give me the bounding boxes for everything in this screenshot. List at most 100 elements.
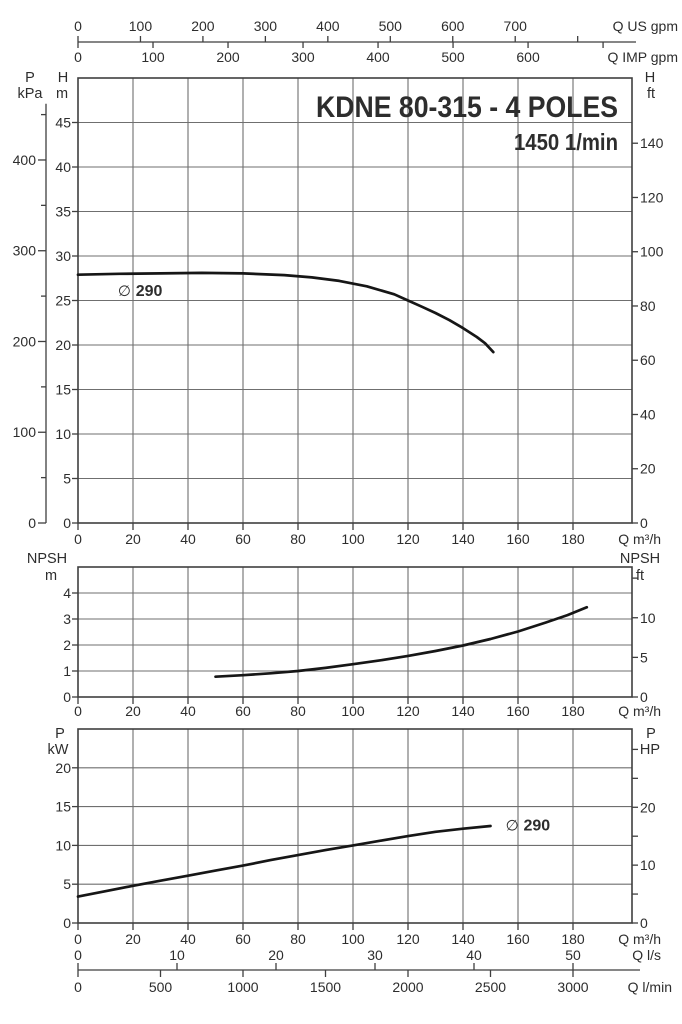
y-tick-label: 45 bbox=[55, 115, 71, 131]
y-tick-label: 15 bbox=[55, 799, 71, 815]
right-tick-label: 20 bbox=[640, 799, 656, 815]
y-tick-label: 40 bbox=[55, 159, 71, 175]
x-tick-label: 120 bbox=[396, 703, 420, 719]
flow-axis-unit: Q l/min bbox=[628, 979, 672, 995]
npsh-flow-chart: 0 20 40 60 80 100 120 140 160 180 Q m³/h01234NPSHm… bbox=[27, 551, 661, 719]
y-tick-label: 5 bbox=[63, 876, 71, 892]
x-tick-label: 40 bbox=[180, 703, 196, 719]
x-tick-label: 180 bbox=[561, 531, 585, 547]
y-tick-label: 2 bbox=[63, 637, 71, 653]
right-axis-header: ft bbox=[636, 568, 644, 584]
x-tick-label: 120 bbox=[396, 931, 420, 947]
npsh-flow-frame bbox=[77, 566, 633, 698]
x-tick-label: 160 bbox=[506, 531, 530, 547]
x-tick-label: 160 bbox=[506, 931, 530, 947]
x-tick-label: 100 bbox=[341, 703, 365, 719]
right-axis-header: P bbox=[646, 726, 656, 742]
x-axis-unit: Q m³/h bbox=[618, 703, 661, 719]
right-tick-label: 5 bbox=[640, 649, 648, 665]
right-tick-label: 120 bbox=[640, 189, 664, 205]
kpa-tick-label: 300 bbox=[13, 243, 37, 259]
gpm-tick-label: 100 bbox=[129, 18, 153, 34]
right-tick-label: 10 bbox=[640, 857, 656, 873]
kpa-tick-label: 200 bbox=[13, 333, 37, 349]
x-tick-label: 0 bbox=[74, 703, 82, 719]
y-tick-label: 35 bbox=[55, 204, 71, 220]
y-axis-header: NPSH bbox=[27, 551, 67, 567]
y-tick-label: 10 bbox=[55, 426, 71, 442]
right-tick-label: 80 bbox=[640, 298, 656, 314]
x-tick-label: 80 bbox=[290, 703, 306, 719]
y-axis-header: kW bbox=[48, 742, 69, 758]
npsh-flow-grid bbox=[78, 567, 632, 697]
x-tick-label: 20 bbox=[125, 931, 141, 947]
flow-tick-label: 10 bbox=[169, 947, 185, 963]
y-axis-header: m bbox=[45, 568, 57, 584]
y-tick-label: 30 bbox=[55, 248, 71, 264]
kpa-axis-header: kPa bbox=[18, 86, 44, 102]
y-tick-label: 0 bbox=[63, 915, 71, 931]
gpm-tick-label: 400 bbox=[316, 18, 340, 34]
gpm-tick-label: 500 bbox=[379, 18, 403, 34]
right-axis-header: ft bbox=[647, 86, 655, 102]
flow-tick-label: 2000 bbox=[392, 979, 423, 995]
x-tick-label: 100 bbox=[341, 531, 365, 547]
y-tick-label: 3 bbox=[63, 611, 71, 627]
head-flow-curve bbox=[76, 271, 495, 354]
gpm-tick-label: 400 bbox=[366, 49, 390, 65]
x-tick-label: 180 bbox=[561, 703, 585, 719]
y-tick-label: 20 bbox=[55, 760, 71, 776]
x-tick-label: 120 bbox=[396, 531, 420, 547]
flow-axis-unit: Q l/s bbox=[632, 947, 661, 963]
x-tick-label: 160 bbox=[506, 703, 530, 719]
kpa-tick-label: 400 bbox=[13, 152, 37, 168]
npsh-flow-curve bbox=[214, 605, 589, 679]
right-tick-label: 60 bbox=[640, 352, 656, 368]
y-axis-header: m bbox=[56, 86, 68, 102]
gpm-tick-label: 0 bbox=[74, 18, 82, 34]
x-tick-label: 20 bbox=[125, 531, 141, 547]
right-tick-label: 20 bbox=[640, 461, 656, 477]
y-tick-label: 10 bbox=[55, 837, 71, 853]
right-tick-label: 0 bbox=[640, 915, 648, 931]
flow-tick-label: 500 bbox=[149, 979, 173, 995]
y-axis-header: P bbox=[55, 726, 65, 742]
right-tick-label: 0 bbox=[640, 515, 648, 531]
head-flow-grid bbox=[78, 78, 632, 523]
right-axis-header: H bbox=[645, 70, 655, 86]
power-flow-chart: 0 20 40 60 80 100 120 140 160 180 Q m³/h05101520Pk… bbox=[48, 726, 672, 995]
right-tick-label: 10 bbox=[640, 610, 656, 626]
x-tick-label: 100 bbox=[341, 931, 365, 947]
gpm-tick-label: 300 bbox=[254, 18, 278, 34]
power-flow-frame bbox=[77, 728, 633, 924]
kpa-axis-header: P bbox=[25, 70, 35, 86]
gpm-tick-label: 100 bbox=[141, 49, 165, 65]
x-tick-label: 140 bbox=[451, 703, 475, 719]
power-flow-curve bbox=[76, 824, 492, 898]
x-tick-label: 180 bbox=[561, 931, 585, 947]
y-tick-label: 0 bbox=[63, 689, 71, 705]
kpa-tick-label: 0 bbox=[28, 515, 36, 531]
right-tick-label: 40 bbox=[640, 406, 656, 422]
flow-tick-label: 0 bbox=[74, 979, 82, 995]
x-tick-label: 40 bbox=[180, 931, 196, 947]
flow-tick-label: 50 bbox=[565, 947, 581, 963]
right-tick-label: 100 bbox=[640, 244, 664, 260]
chart-subtitle: 1450 1/min bbox=[514, 129, 618, 155]
gpm-tick-label: 500 bbox=[441, 49, 465, 65]
flow-tick-label: 1500 bbox=[310, 979, 341, 995]
x-tick-label: 60 bbox=[235, 931, 251, 947]
impeller-diameter-label: ∅ 290 bbox=[118, 282, 163, 300]
x-tick-label: 80 bbox=[290, 531, 306, 547]
gpm-tick-label: 0 bbox=[74, 49, 82, 65]
gpm-tick-label: 600 bbox=[441, 18, 465, 34]
gpm-axis-unit: Q US gpm bbox=[613, 18, 678, 34]
y-tick-label: 5 bbox=[63, 471, 71, 487]
head-flow-ticks bbox=[38, 36, 638, 530]
flow-tick-label: 30 bbox=[367, 947, 383, 963]
flow-tick-label: 40 bbox=[466, 947, 482, 963]
flow-tick-label: 2500 bbox=[475, 979, 506, 995]
npsh-flow-ticks bbox=[72, 577, 638, 704]
